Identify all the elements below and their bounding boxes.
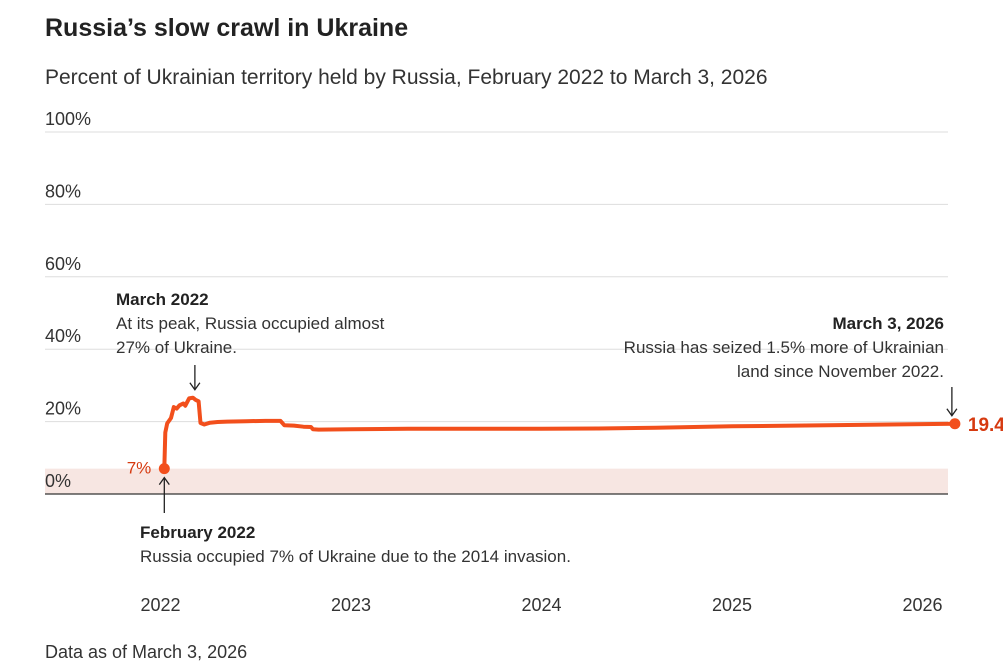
x-tick-label: 2026 xyxy=(902,595,942,615)
chart-title: Russia’s slow crawl in Ukraine xyxy=(45,14,408,42)
annotation-text: land since November 2022. xyxy=(737,362,944,381)
x-tick-label: 2023 xyxy=(331,595,371,615)
baseline-band xyxy=(45,468,948,494)
start-point-label: 7% xyxy=(127,459,152,478)
x-tick-label: 2022 xyxy=(140,595,180,615)
series-line xyxy=(162,395,957,471)
annotation-title: March 3, 2026 xyxy=(832,314,944,333)
annotation-title: February 2022 xyxy=(140,523,255,542)
end-point xyxy=(949,418,961,430)
y-tick-label: 20% xyxy=(45,399,81,419)
annotation-arrowhead xyxy=(946,408,958,417)
x-tick-label: 2024 xyxy=(521,595,561,615)
chart-subtitle: Percent of Ukrainian territory held by R… xyxy=(45,66,768,89)
annotation-arrowhead xyxy=(158,476,170,486)
annotation-title: March 2022 xyxy=(116,290,209,309)
annotation-text: 27% of Ukraine. xyxy=(116,338,237,357)
y-tick-label: 0% xyxy=(45,471,71,491)
annotation-text: Russia has seized 1.5% more of Ukrainian xyxy=(624,338,944,357)
start-point xyxy=(158,463,170,475)
annotation-text: Russia occupied 7% of Ukraine due to the… xyxy=(140,547,571,566)
y-tick-label: 80% xyxy=(45,181,81,201)
annotation-arrowhead xyxy=(189,382,201,391)
x-tick-label: 2025 xyxy=(712,595,752,615)
data-note: Data as of March 3, 2026 xyxy=(45,642,247,662)
y-tick-label: 60% xyxy=(45,254,81,274)
end-point-label: 19.4% xyxy=(968,415,1003,436)
annotation-text: At its peak, Russia occupied almost xyxy=(116,314,385,333)
y-tick-label: 40% xyxy=(45,326,81,346)
y-tick-label: 100% xyxy=(45,109,91,129)
